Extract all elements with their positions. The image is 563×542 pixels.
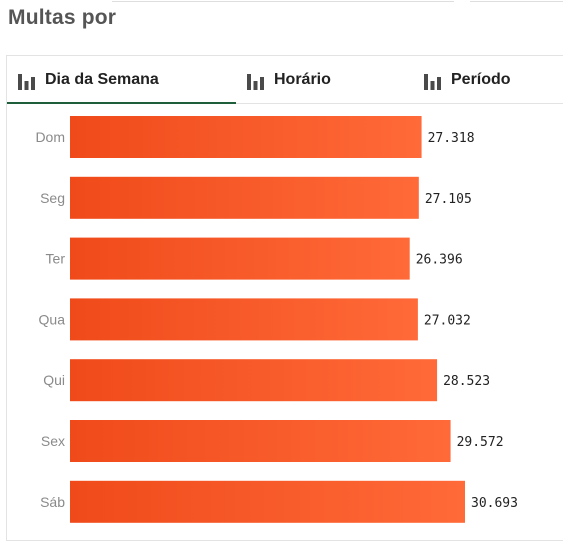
value-label: 26.396 [416, 253, 463, 268]
tabs-top-border [6, 55, 563, 56]
category-label: Qua [39, 311, 66, 327]
bar[interactable] [70, 480, 465, 523]
bar[interactable] [70, 116, 422, 158]
bar-chart-icon [423, 71, 442, 90]
bar[interactable] [70, 237, 410, 280]
tab-horario[interactable]: Horário [246, 56, 331, 104]
tab-dia-da-semana[interactable]: Dia da Semana [17, 56, 159, 104]
category-label: Dom [35, 129, 65, 145]
page-title: Multas por [8, 6, 117, 29]
category-label: Ter [46, 251, 66, 267]
tab-bar: Dia da Semana Horário Período [7, 56, 563, 104]
bar-chart-icon [17, 71, 36, 90]
active-tab-indicator [7, 102, 236, 104]
bar[interactable] [70, 359, 438, 402]
category-label: Sex [41, 433, 65, 449]
value-label: 30.693 [471, 496, 518, 511]
bar[interactable] [70, 298, 418, 341]
panel-bottom-border [6, 540, 563, 541]
value-label: 28.523 [443, 374, 490, 389]
value-label: 27.032 [424, 313, 471, 328]
value-label: 27.105 [425, 192, 472, 207]
category-label: Sáb [40, 494, 65, 510]
tab-label: Horário [274, 71, 331, 88]
top-divider-right [470, 1, 563, 2]
bar[interactable] [70, 176, 419, 219]
category-label: Qui [43, 372, 65, 388]
bar[interactable] [70, 420, 451, 462]
tab-label: Período [451, 71, 511, 88]
tab-label: Dia da Semana [45, 71, 159, 88]
category-label: Seg [40, 190, 65, 206]
value-label: 29.572 [457, 435, 504, 450]
tab-periodo[interactable]: Período [423, 56, 511, 104]
value-label: 27.318 [428, 131, 475, 146]
tabs-bottom-border [236, 103, 563, 104]
top-divider-left [112, 1, 454, 2]
panel-left-border [6, 55, 7, 541]
bar-chart-icon [246, 71, 265, 90]
